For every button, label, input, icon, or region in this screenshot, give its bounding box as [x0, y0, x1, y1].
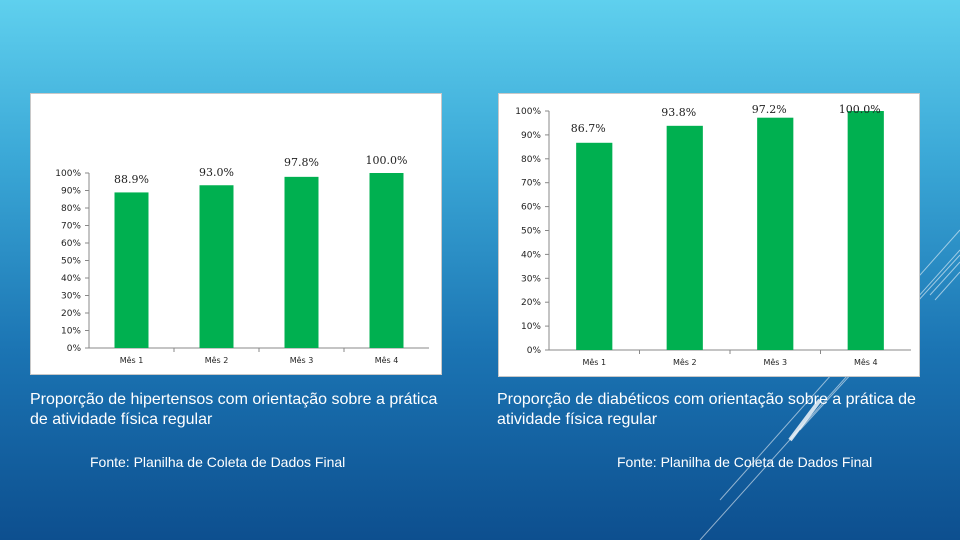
y-tick-label: 0% — [527, 346, 542, 356]
caption-hypertension: Proporção de hipertensos com orientação … — [30, 391, 438, 428]
y-tick-label: 70% — [521, 179, 541, 189]
y-tick-label: 100% — [55, 169, 81, 179]
x-tick-label: Mês 1 — [120, 355, 144, 365]
x-tick-label: Mês 4 — [375, 355, 399, 365]
y-tick-label: 90% — [61, 187, 81, 197]
data-label: 97.8% — [284, 156, 319, 169]
bar-chart-hypertension: 0% 10% 20% 30% 40% 50% 60% 70% 80% 90% 100% Mês 1 88… — [55, 154, 429, 365]
x-tick-label: Mês 3 — [763, 357, 787, 367]
data-label: 93.8% — [661, 106, 696, 119]
diabetes-bar-2 — [666, 125, 703, 351]
hypertension-bar-1 — [114, 192, 149, 348]
diabetes-bar-1 — [576, 142, 613, 350]
y-tick-label: 50% — [521, 227, 541, 237]
y-tick-label: 60% — [61, 239, 81, 249]
y-tick-label: 20% — [521, 298, 541, 308]
x-tick-label: Mês 3 — [290, 355, 314, 365]
y-tick-label: 10% — [521, 322, 541, 332]
hypertension-bar-4 — [369, 173, 404, 348]
y-tick-label: 10% — [61, 327, 81, 337]
y-tick-label: 70% — [61, 222, 81, 232]
y-tick-label: 80% — [61, 204, 81, 214]
hypertension-bar-3 — [284, 176, 319, 348]
chart-panel-diabetes: 0% 10% 20% 30% 40% 50% 60% 70% 80% 90% 100% Mês 1 86… — [498, 93, 920, 377]
x-tick-label: Mês 2 — [673, 357, 697, 367]
data-label: 88.9% — [114, 173, 149, 186]
data-label: 97.2% — [752, 103, 787, 116]
y-tick-label: 30% — [521, 274, 541, 284]
y-tick-label: 80% — [521, 155, 541, 165]
x-tick-label: Mês 1 — [582, 357, 606, 367]
y-tick-label: 100% — [515, 107, 541, 117]
x-tick-label: Mês 2 — [205, 355, 229, 365]
data-label: 100.0% — [366, 154, 408, 167]
y-tick-label: 60% — [521, 203, 541, 213]
deco-line — [934, 271, 960, 301]
diabetes-bar-3 — [757, 117, 794, 350]
y-tick-label: 40% — [521, 250, 541, 260]
diabetes-bar-4 — [847, 111, 884, 350]
deco-line — [929, 261, 960, 296]
data-label: 86.7% — [571, 122, 606, 135]
y-tick-label: 50% — [61, 257, 81, 267]
source-diabetes: Fonte: Planilha de Coleta de Dados Final — [617, 454, 873, 470]
hypertension-bar-2 — [199, 185, 234, 348]
y-tick-label: 90% — [521, 131, 541, 141]
x-tick-label: Mês 4 — [854, 357, 878, 367]
y-tick-label: 40% — [61, 274, 81, 284]
bar-chart-diabetes: 0% 10% 20% 30% 40% 50% 60% 70% 80% 90% 100% Mês 1 86… — [515, 103, 911, 367]
chart-panel-hypertension: 0% 10% 20% 30% 40% 50% 60% 70% 80% 90% 100% Mês 1 88… — [30, 93, 442, 375]
y-tick-label: 20% — [61, 309, 81, 319]
y-tick-label: 0% — [67, 344, 82, 354]
caption-diabetes: Proporção de diabéticos com orientação s… — [497, 391, 916, 428]
source-hypertension: Fonte: Planilha de Coleta de Dados Final — [90, 454, 346, 470]
data-label: 100.0% — [839, 103, 881, 116]
data-label: 93.0% — [199, 166, 234, 179]
y-tick-label: 30% — [61, 292, 81, 302]
